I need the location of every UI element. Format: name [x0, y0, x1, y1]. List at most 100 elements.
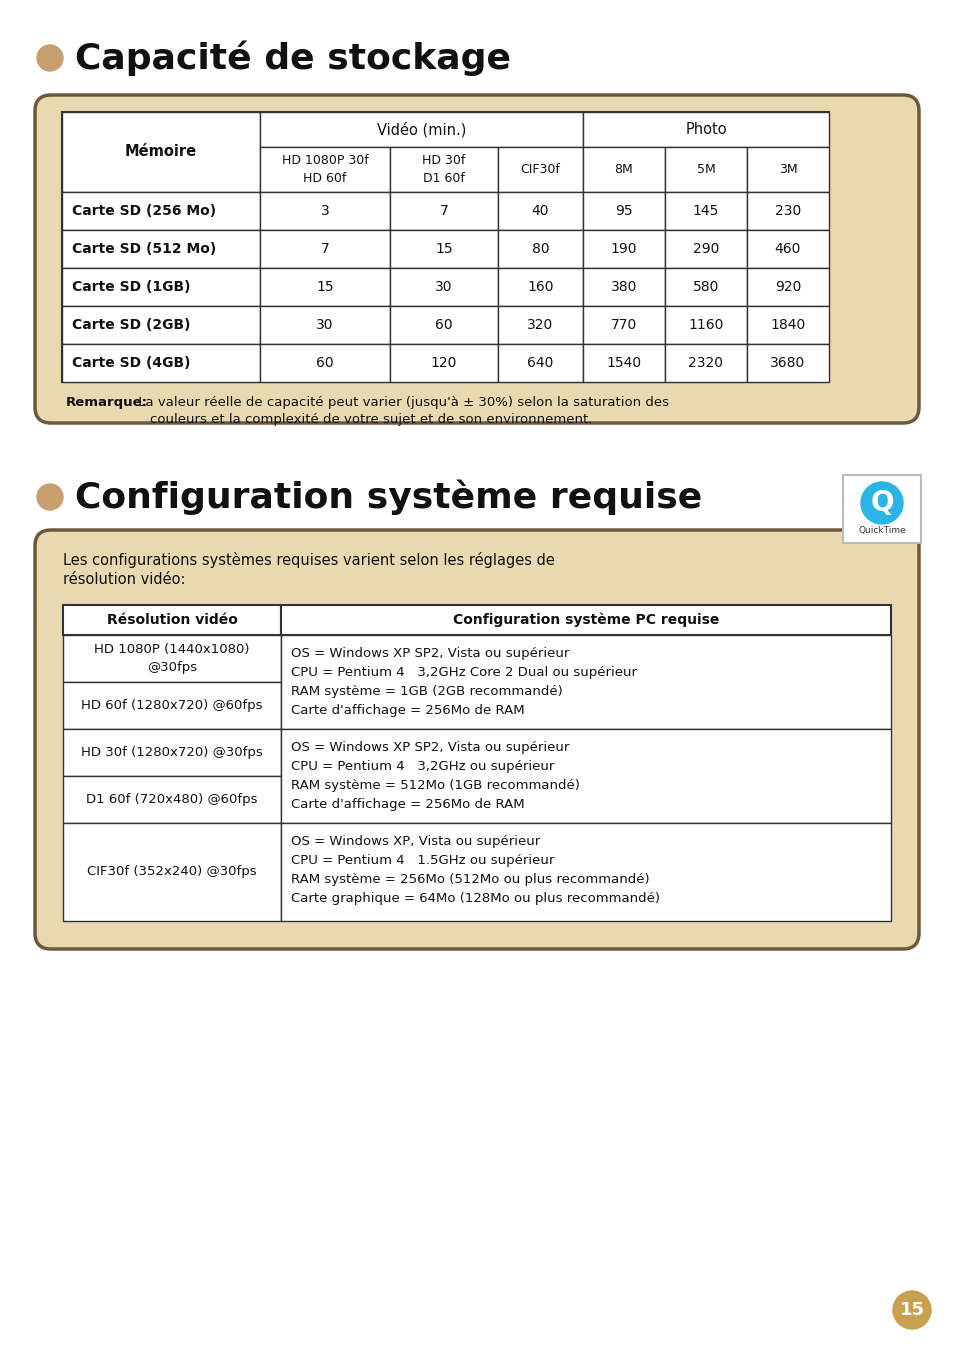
Text: 1540: 1540: [606, 356, 640, 370]
Text: 3: 3: [320, 204, 329, 218]
Text: CPU = Pentium 4   1.5GHz ou supérieur: CPU = Pentium 4 1.5GHz ou supérieur: [291, 854, 554, 868]
Text: CIF30f: CIF30f: [520, 163, 559, 176]
Bar: [664, 307, 746, 344]
Bar: [390, 268, 497, 307]
Text: 40: 40: [531, 204, 549, 218]
Text: 60: 60: [435, 317, 453, 332]
Text: 30: 30: [315, 317, 334, 332]
Text: 2320: 2320: [688, 356, 722, 370]
Text: 80: 80: [531, 242, 549, 256]
Text: 30: 30: [435, 280, 453, 295]
Text: 120: 120: [431, 356, 456, 370]
Text: 1160: 1160: [688, 317, 723, 332]
Text: Carte graphique = 64Mo (128Mo ou plus recommandé): Carte graphique = 64Mo (128Mo ou plus re…: [291, 892, 659, 905]
Bar: [497, 307, 582, 344]
Bar: [842, 475, 920, 543]
Bar: [746, 147, 828, 192]
Bar: [746, 230, 828, 268]
Text: HD 60f (1280x720) @60fps: HD 60f (1280x720) @60fps: [81, 699, 262, 712]
Text: D1 60f (720x480) @60fps: D1 60f (720x480) @60fps: [86, 794, 257, 806]
Text: Carte SD (4GB): Carte SD (4GB): [71, 356, 191, 370]
Bar: [497, 268, 582, 307]
Bar: [497, 147, 582, 192]
Bar: [582, 344, 664, 382]
Text: 95: 95: [615, 204, 632, 218]
Bar: [582, 192, 664, 230]
Text: Capacité de stockage: Capacité de stockage: [75, 40, 511, 75]
Circle shape: [37, 44, 63, 71]
Bar: [62, 112, 260, 192]
Bar: [63, 635, 281, 682]
Text: Résolution vidéo: Résolution vidéo: [107, 613, 237, 627]
Bar: [63, 729, 281, 776]
Bar: [582, 112, 828, 147]
FancyBboxPatch shape: [35, 530, 918, 950]
Text: 7: 7: [320, 242, 329, 256]
Bar: [281, 605, 890, 635]
Text: 15: 15: [899, 1301, 923, 1319]
Circle shape: [861, 482, 902, 525]
Bar: [260, 192, 390, 230]
Text: 640: 640: [527, 356, 553, 370]
Bar: [390, 344, 497, 382]
Text: 190: 190: [610, 242, 637, 256]
Bar: [746, 268, 828, 307]
Text: Mémoire: Mémoire: [125, 144, 197, 160]
Bar: [62, 112, 828, 382]
Bar: [664, 230, 746, 268]
Text: HD 1080P 30f
HD 60f: HD 1080P 30f HD 60f: [281, 155, 368, 184]
Text: OS = Windows XP, Vista ou supérieur: OS = Windows XP, Vista ou supérieur: [291, 835, 539, 847]
Bar: [497, 230, 582, 268]
Text: 160: 160: [527, 280, 553, 295]
Bar: [63, 823, 281, 921]
Text: 1840: 1840: [770, 317, 804, 332]
Text: 320: 320: [527, 317, 553, 332]
Bar: [664, 192, 746, 230]
Text: Vidéo (min.): Vidéo (min.): [376, 122, 466, 137]
Text: couleurs et la complexité de votre sujet et de son environnement.: couleurs et la complexité de votre sujet…: [150, 413, 592, 426]
Text: CIF30f (352x240) @30fps: CIF30f (352x240) @30fps: [87, 865, 256, 878]
Text: Carte SD (256 Mo): Carte SD (256 Mo): [71, 204, 216, 218]
Text: Carte SD (1GB): Carte SD (1GB): [71, 280, 191, 295]
Bar: [260, 344, 390, 382]
Text: Les configurations systèmes requises varient selon les réglages de: Les configurations systèmes requises var…: [63, 551, 555, 568]
Text: RAM système = 256Mo (512Mo ou plus recommandé): RAM système = 256Mo (512Mo ou plus recom…: [291, 873, 649, 886]
Bar: [582, 268, 664, 307]
Text: 230: 230: [774, 204, 801, 218]
Text: résolution vidéo:: résolution vidéo:: [63, 572, 185, 586]
Bar: [260, 230, 390, 268]
Bar: [281, 823, 890, 921]
Text: 3M: 3M: [778, 163, 797, 176]
Text: OS = Windows XP SP2, Vista ou supérieur: OS = Windows XP SP2, Vista ou supérieur: [291, 741, 569, 755]
Text: 5M: 5M: [696, 163, 715, 176]
Text: 15: 15: [435, 242, 453, 256]
Circle shape: [892, 1291, 930, 1329]
Bar: [62, 230, 260, 268]
Text: HD 30f (1280x720) @30fps: HD 30f (1280x720) @30fps: [81, 746, 263, 759]
Bar: [746, 307, 828, 344]
Text: @30fps: @30fps: [147, 662, 197, 674]
Bar: [260, 147, 390, 192]
Text: Carte d'affichage = 256Mo de RAM: Carte d'affichage = 256Mo de RAM: [291, 798, 524, 811]
Bar: [260, 268, 390, 307]
Text: Photo: Photo: [684, 122, 726, 137]
Text: 770: 770: [610, 317, 637, 332]
Text: Carte SD (2GB): Carte SD (2GB): [71, 317, 191, 332]
Text: HD 1080P (1440x1080): HD 1080P (1440x1080): [94, 643, 250, 655]
Bar: [582, 147, 664, 192]
Text: 8M: 8M: [614, 163, 633, 176]
Text: La valeur réelle de capacité peut varier (jusqu'à ± 30%) selon la saturation des: La valeur réelle de capacité peut varier…: [133, 395, 668, 409]
Bar: [390, 147, 497, 192]
Bar: [63, 605, 281, 635]
Bar: [260, 307, 390, 344]
Bar: [281, 729, 890, 823]
Bar: [390, 307, 497, 344]
Text: HD 30f
D1 60f: HD 30f D1 60f: [422, 155, 465, 184]
Text: Carte SD (512 Mo): Carte SD (512 Mo): [71, 242, 216, 256]
Text: 290: 290: [692, 242, 719, 256]
Text: Remarque:: Remarque:: [66, 395, 148, 409]
Text: CPU = Pentium 4   3,2GHz ou supérieur: CPU = Pentium 4 3,2GHz ou supérieur: [291, 760, 554, 773]
Text: OS = Windows XP SP2, Vista ou supérieur: OS = Windows XP SP2, Vista ou supérieur: [291, 647, 569, 660]
Text: Configuration système PC requise: Configuration système PC requise: [453, 613, 719, 627]
Text: RAM système = 512Mo (1GB recommandé): RAM système = 512Mo (1GB recommandé): [291, 779, 579, 792]
